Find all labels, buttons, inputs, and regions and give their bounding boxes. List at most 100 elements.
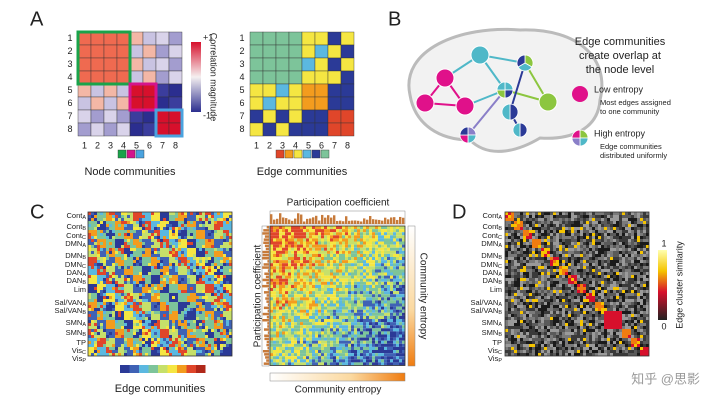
matrix-cell (369, 269, 372, 273)
matrix-cell (297, 247, 300, 251)
colorbar-max: 1 (661, 238, 666, 248)
matrix-cell (148, 224, 151, 227)
matrix-cell (166, 290, 169, 293)
matrix-cell (273, 266, 276, 270)
matrix-cell (309, 362, 312, 366)
matrix-cell (297, 328, 300, 332)
matrix-cell (127, 344, 130, 347)
matrix-cell (130, 275, 133, 278)
matrix-cell (291, 312, 294, 316)
matrix-cell (327, 229, 330, 233)
matrix-cell (103, 323, 106, 326)
matrix-cell (163, 239, 166, 242)
matrix-cell (327, 266, 330, 270)
matrix-cell (249, 31, 264, 46)
matrix-cell (148, 341, 151, 344)
matrix-cell (306, 337, 309, 341)
matrix-cell (553, 221, 556, 224)
matrix-cell (115, 341, 118, 344)
matrix-cell (226, 326, 229, 329)
matrix-cell (342, 334, 345, 338)
matrix-cell (327, 281, 330, 285)
matrix-cell (109, 308, 112, 311)
legend-text: to one community (600, 107, 659, 116)
matrix-cell (288, 309, 291, 313)
matrix-cell (276, 244, 279, 248)
matrix-cell (387, 281, 390, 285)
matrix-cell (142, 215, 145, 218)
matrix-cell (193, 245, 196, 248)
matrix-cell (309, 244, 312, 248)
matrix-cell (330, 226, 333, 230)
matrix-cell (393, 238, 396, 242)
matrix-cell (190, 266, 193, 269)
matrix-cell (112, 224, 115, 227)
matrix-cell (640, 215, 643, 218)
matrix-cell (372, 337, 375, 341)
matrix-cell (303, 328, 306, 332)
matrix-cell (517, 215, 520, 218)
matrix-cell (211, 320, 214, 323)
matrix-cell (396, 235, 399, 239)
matrix-cell (312, 350, 315, 354)
region-name: DAN (482, 268, 498, 277)
matrix-cell (387, 353, 390, 357)
matrix-cell (208, 290, 211, 293)
matrix-cell (321, 343, 324, 347)
matrix-cell (279, 244, 282, 248)
matrix-cell (133, 329, 136, 332)
matrix-cell (133, 215, 136, 218)
matrix-cell (378, 291, 381, 295)
matrix-cell (363, 244, 366, 248)
matrix-cell (330, 303, 333, 307)
matrix-cell (199, 218, 202, 221)
matrix-cell (184, 305, 187, 308)
matrix-cell (109, 272, 112, 275)
matrix-cell (199, 341, 202, 344)
matrix-cell (133, 218, 136, 221)
matrix-cell (115, 218, 118, 221)
matrix-cell (297, 297, 300, 301)
matrix-cell (97, 317, 100, 320)
matrix-cell (571, 212, 574, 215)
histogram-bar (387, 219, 390, 224)
matrix-cell (285, 244, 288, 248)
matrix-cell (160, 260, 163, 263)
matrix-cell (136, 314, 139, 317)
matrix-cell (151, 218, 154, 221)
matrix-cell (133, 353, 136, 356)
matrix-cell (279, 275, 282, 279)
matrix-cell (402, 226, 405, 230)
matrix-cell (130, 221, 133, 224)
matrix-cell (130, 218, 133, 221)
matrix-cell (390, 337, 393, 341)
matrix-cell (321, 235, 324, 239)
matrix-cell (402, 337, 405, 341)
matrix-cell (121, 242, 124, 245)
matrix-cell (306, 247, 309, 251)
matrix-cell (196, 305, 199, 308)
region-label: DMNA (65, 239, 86, 249)
matrix-cell (178, 239, 181, 242)
region-sub: C (498, 264, 502, 270)
legend-swatch (117, 149, 127, 159)
matrix-cell (288, 331, 291, 335)
matrix-cell (103, 96, 118, 111)
matrix-cell (553, 212, 556, 215)
matrix-cell (604, 221, 607, 224)
matrix-cell (270, 334, 273, 338)
matrix-cell (372, 226, 375, 230)
matrix-cell (208, 254, 211, 257)
matrix-cell (384, 244, 387, 248)
matrix-cell (396, 309, 399, 313)
matrix-cell (312, 241, 315, 245)
matrix-cell (157, 299, 160, 302)
matrix-cell (214, 224, 217, 227)
matrix-cell (300, 263, 303, 267)
matrix-cell (345, 306, 348, 310)
matrix-cell (160, 266, 163, 269)
matrix-cell (351, 253, 354, 257)
matrix-cell (118, 311, 121, 314)
matrix-cell (130, 254, 133, 257)
matrix-cell (127, 260, 130, 263)
